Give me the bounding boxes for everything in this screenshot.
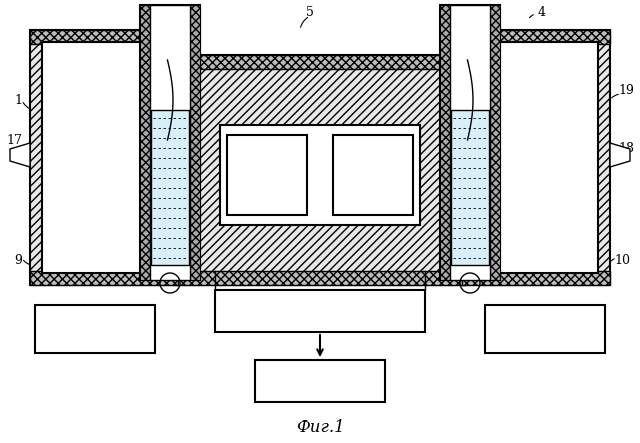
Text: 1: 1	[14, 93, 22, 106]
Bar	[440, 5, 450, 280]
Bar	[462, 30, 610, 44]
Text: 5: 5	[306, 5, 314, 19]
Bar	[462, 271, 610, 285]
Bar	[175, 55, 465, 285]
Polygon shape	[610, 143, 630, 167]
Bar	[215, 290, 425, 332]
Text: 13: 13	[259, 168, 275, 182]
Bar	[474, 42, 598, 273]
Bar	[150, 5, 190, 280]
Bar	[440, 5, 500, 280]
Bar	[462, 30, 610, 285]
Bar	[140, 5, 150, 280]
Text: 10: 10	[614, 253, 630, 267]
Text: 6: 6	[446, 5, 454, 19]
Bar	[190, 5, 200, 280]
Bar	[490, 5, 500, 280]
Text: 8: 8	[461, 66, 469, 78]
Text: 16: 16	[452, 141, 468, 155]
Text: 3: 3	[316, 374, 324, 388]
Text: 12: 12	[537, 323, 553, 335]
Text: 2: 2	[316, 304, 324, 318]
Text: 18: 18	[618, 141, 634, 155]
Text: 14: 14	[365, 168, 381, 182]
Bar	[450, 5, 490, 280]
Bar	[151, 110, 189, 265]
Text: 7: 7	[161, 66, 169, 78]
Bar	[140, 5, 200, 280]
Bar	[485, 305, 605, 353]
Bar	[227, 135, 307, 215]
Bar	[30, 271, 178, 285]
Polygon shape	[10, 143, 30, 167]
Bar	[35, 305, 155, 353]
Bar	[175, 271, 465, 285]
Bar	[451, 110, 489, 265]
Text: 19: 19	[618, 83, 634, 97]
Text: 4: 4	[538, 5, 546, 19]
Text: 4: 4	[148, 5, 156, 19]
Bar	[30, 30, 178, 44]
Bar	[175, 55, 465, 69]
Bar	[255, 360, 385, 402]
Text: 9: 9	[14, 253, 22, 267]
Text: 15: 15	[152, 141, 168, 155]
Text: Фиг.1: Фиг.1	[296, 420, 344, 436]
Bar	[220, 125, 420, 225]
Text: 11: 11	[87, 323, 103, 335]
Bar	[30, 30, 178, 285]
Bar	[42, 42, 166, 273]
Text: 17: 17	[6, 133, 22, 147]
Bar	[333, 135, 413, 215]
